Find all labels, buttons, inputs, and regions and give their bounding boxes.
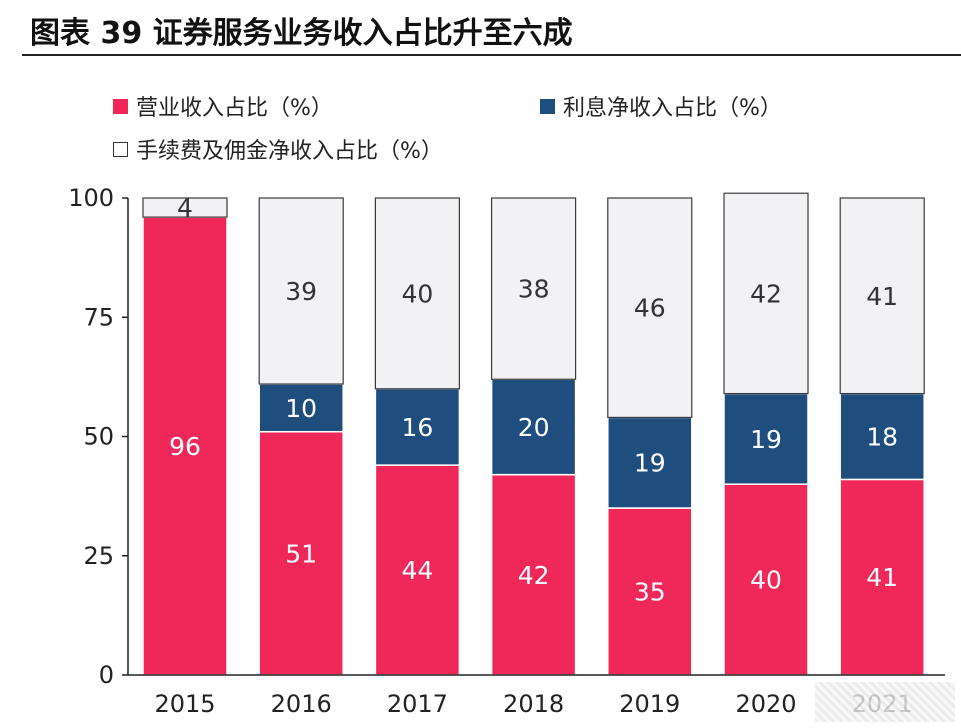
- data-label-commission-2016: 39: [285, 277, 317, 306]
- x-tick-label-2016: 2016: [271, 690, 332, 718]
- data-label-commission-2020: 42: [750, 279, 782, 308]
- data-label-brokerage-2016: 51: [285, 539, 317, 568]
- legend-swatch-commission: [113, 141, 128, 157]
- legend-item-commission: 手续费及佣金净收入占比（%）: [113, 133, 443, 165]
- data-label-interest-2020: 19: [750, 425, 782, 454]
- legend-label-interest: 利息净收入占比（%）: [563, 96, 782, 121]
- data-label-commission-2015: 4: [177, 194, 193, 223]
- legend-item-interest: 利息净收入占比（%）: [540, 90, 782, 122]
- bar-brokerage-2017: [374, 464, 461, 676]
- y-tick-label-75: 75: [83, 303, 114, 331]
- x-tick-label-2019: 2019: [619, 690, 680, 718]
- bar-interest-2021: [839, 392, 925, 481]
- legend-item-brokerage: 营业收入占比（%）: [113, 90, 333, 122]
- data-label-commission-2017: 40: [401, 279, 433, 308]
- data-label-interest-2019: 19: [634, 449, 666, 478]
- bar-interest-2019: [607, 416, 693, 509]
- y-tick-label-0: 0: [99, 661, 114, 689]
- data-label-brokerage-2017: 44: [401, 556, 433, 585]
- data-label-interest-2016: 10: [285, 394, 317, 423]
- x-tick-label-2020: 2020: [735, 690, 796, 718]
- data-label-brokerage-2015: 96: [169, 432, 201, 461]
- data-label-interest-2021: 18: [866, 423, 898, 452]
- bar-commission-2020: [723, 192, 809, 395]
- data-label-brokerage-2021: 41: [866, 563, 898, 592]
- data-label-brokerage-2019: 35: [634, 578, 666, 607]
- title-bar: 图表 39 证券服务业务收入占比升至六成: [0, 0, 961, 56]
- data-label-brokerage-2020: 40: [750, 566, 782, 595]
- bar-interest-2016: [258, 383, 344, 433]
- watermark-blur: [815, 682, 955, 722]
- x-tick-label-2017: 2017: [387, 690, 448, 718]
- bar-brokerage-2019: [607, 507, 693, 676]
- bar-commission-2021: [839, 197, 925, 395]
- data-label-brokerage-2018: 42: [518, 561, 550, 590]
- legend-label-brokerage: 营业收入占比（%）: [136, 96, 333, 121]
- x-tick-label-2018: 2018: [503, 690, 564, 718]
- chart-title: 图表 39 证券服务业务收入占比升至六成: [30, 16, 573, 51]
- bar-commission-2017: [374, 197, 460, 390]
- legend-swatch-interest: [540, 98, 555, 114]
- bar-interest-2020: [723, 392, 809, 485]
- y-tick-label-50: 50: [83, 423, 114, 451]
- bar-commission-2019: [607, 197, 693, 419]
- x-tick-label-2015: 2015: [154, 690, 215, 718]
- bar-brokerage-2018: [490, 473, 577, 676]
- y-tick-label-100: 100: [68, 184, 114, 212]
- y-tick-label-25: 25: [83, 542, 114, 570]
- data-label-interest-2018: 20: [518, 413, 550, 442]
- data-label-interest-2017: 16: [401, 413, 433, 442]
- data-label-commission-2021: 41: [866, 282, 898, 311]
- title-underline: [22, 54, 961, 56]
- bar-interest-2017: [374, 388, 461, 466]
- legend: 营业收入占比（%） 利息净收入占比（%） 手续费及佣金净收入占比（%）: [0, 0, 961, 170]
- legend-label-commission: 手续费及佣金净收入占比（%）: [136, 139, 443, 164]
- bar-commission-2015: [142, 197, 228, 218]
- legend-swatch-brokerage: [113, 98, 128, 114]
- data-label-commission-2018: 38: [518, 275, 550, 304]
- bar-commission-2016: [258, 197, 344, 385]
- bar-commission-2018: [491, 197, 577, 380]
- bar-brokerage-2020: [723, 483, 809, 676]
- data-label-commission-2019: 46: [634, 294, 666, 323]
